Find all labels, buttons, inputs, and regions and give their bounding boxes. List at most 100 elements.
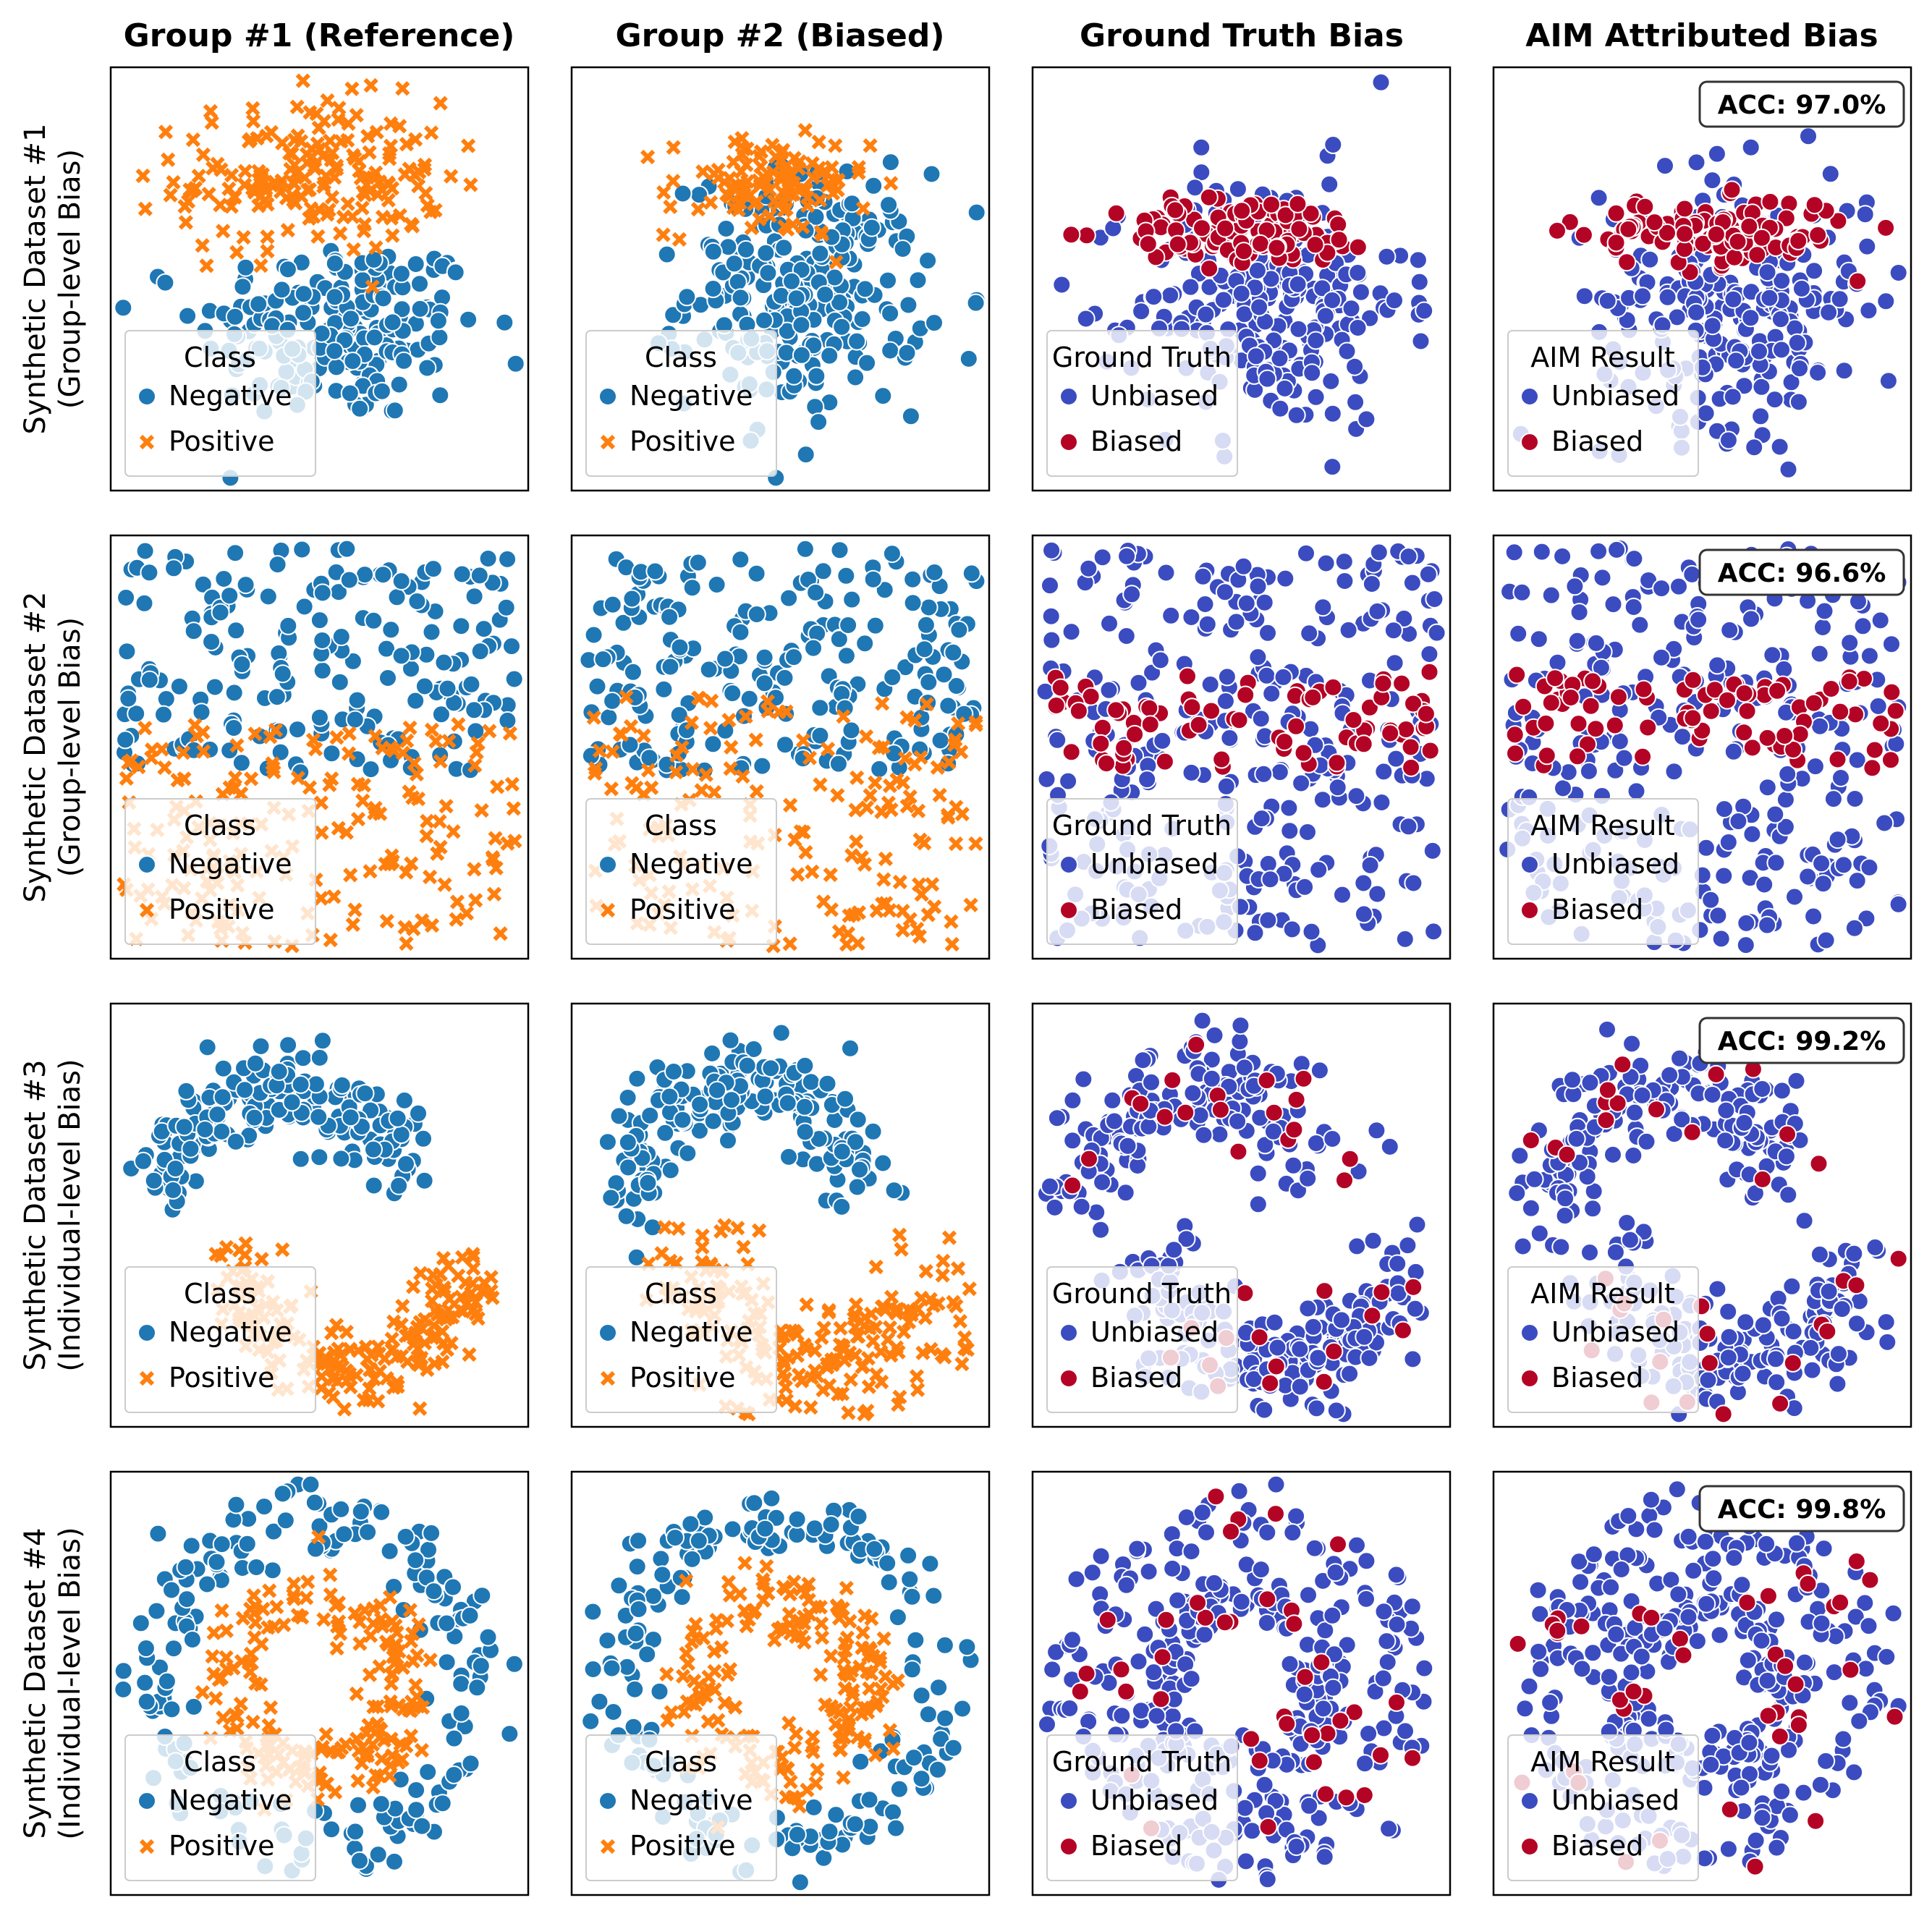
data-point-positive [185, 132, 201, 148]
data-point-negative [214, 569, 234, 588]
data-point-negative [737, 1056, 757, 1075]
data-point-biased [1294, 743, 1313, 763]
data-point-negative [792, 315, 811, 335]
column-titles: Group #1 (Reference) Group #2 (Biased) G… [124, 17, 1878, 54]
data-point-unbiased [1265, 1313, 1284, 1332]
data-point-unbiased [1689, 610, 1708, 629]
data-point-biased [1402, 758, 1421, 777]
data-point-positive [730, 1221, 745, 1236]
data-point-biased [1683, 670, 1703, 690]
data-point-unbiased [1741, 137, 1761, 157]
data-point-negative [418, 358, 437, 378]
data-point-positive [787, 1399, 803, 1414]
data-point-positive [253, 258, 268, 274]
data-point-negative [232, 753, 251, 773]
data-point-unbiased [1302, 922, 1321, 941]
data-point-unbiased [1555, 1206, 1575, 1226]
data-point-unbiased [1624, 549, 1644, 569]
data-point-unbiased [1696, 404, 1716, 423]
data-point-unbiased [1425, 590, 1444, 609]
data-point-negative [864, 176, 884, 195]
data-point-positive [913, 750, 928, 766]
data-point-unbiased [1333, 885, 1352, 904]
data-point-unbiased [1758, 778, 1777, 797]
data-point-positive [666, 140, 681, 155]
data-point-positive [914, 887, 929, 902]
data-point-unbiased [1889, 894, 1908, 914]
data-point-positive [213, 162, 229, 177]
data-point-positive [504, 776, 520, 792]
data-point-negative [394, 1090, 414, 1110]
data-point-positive [490, 779, 505, 794]
data-point-positive [465, 1250, 480, 1265]
legend-label-biased: Biased [1090, 1362, 1182, 1394]
data-point-positive [365, 1779, 381, 1795]
data-point-negative [154, 705, 173, 724]
data-point-biased [1114, 738, 1134, 758]
data-point-positive [352, 163, 367, 179]
data-point-unbiased [1598, 291, 1617, 310]
data-point-negative [761, 1059, 781, 1078]
data-point-biased [1106, 700, 1126, 720]
data-point-positive [245, 101, 260, 116]
data-point-positive [878, 851, 894, 867]
data-point-positive [399, 936, 414, 951]
data-point-negative [202, 632, 221, 651]
data-point-negative [883, 668, 902, 687]
data-point-negative [810, 698, 830, 718]
data-point-unbiased [1808, 363, 1828, 382]
data-point-positive [829, 255, 844, 270]
data-point-positive [266, 764, 281, 780]
data-point-positive [399, 137, 415, 152]
data-point-negative [736, 239, 755, 259]
data-point-positive [417, 161, 432, 177]
data-point-unbiased [1810, 1245, 1829, 1264]
data-point-positive [360, 129, 376, 144]
data-point-unbiased [1819, 302, 1839, 322]
data-point-positive [177, 199, 192, 214]
data-point-unbiased [1232, 284, 1251, 303]
data-point-unbiased [1878, 371, 1898, 391]
data-point-negative [716, 649, 735, 669]
data-point-unbiased [1181, 277, 1200, 297]
data-point-negative [465, 700, 484, 720]
legend-marker-positive [600, 434, 616, 450]
data-point-negative [755, 310, 774, 330]
data-point-negative [325, 254, 344, 274]
data-point-biased [1303, 687, 1323, 707]
data-point-positive [748, 732, 763, 747]
data-point-positive [224, 167, 240, 183]
data-point-negative [273, 1484, 292, 1504]
data-point-negative [269, 1062, 289, 1081]
data-point-unbiased [1724, 742, 1743, 761]
data-point-positive [326, 1371, 341, 1387]
data-point-positive [805, 170, 821, 185]
accuracy-badge: ACC: 97.0% [1698, 80, 1905, 128]
data-point-biased [1537, 746, 1556, 766]
data-point-unbiased [1624, 1146, 1643, 1165]
data-point-biased [1324, 1341, 1344, 1361]
data-point-negative [795, 1122, 815, 1142]
row-labels: Synthetic Dataset #1 (Group-level Bias)Sy… [19, 124, 87, 1840]
data-point-unbiased [1790, 359, 1809, 378]
data-point-negative [776, 735, 795, 755]
data-point-unbiased [1385, 653, 1404, 673]
row-label-2: Synthetic Dataset #2 (Group-level Bias) [19, 592, 87, 903]
data-point-negative [846, 368, 865, 387]
legend-title: AIM Result [1530, 810, 1674, 841]
data-point-unbiased [1696, 838, 1716, 857]
data-point-negative [863, 1122, 883, 1141]
data-point-unbiased [1362, 575, 1381, 593]
data-point-unbiased [1177, 1229, 1196, 1249]
data-point-positive [739, 157, 754, 172]
data-point-positive [936, 1253, 951, 1268]
data-point-unbiased [1363, 1231, 1383, 1250]
data-point-biased [1718, 690, 1737, 710]
data-point-positive [918, 1263, 933, 1279]
legend-marker-biased [1059, 901, 1078, 920]
data-point-biased [1062, 742, 1081, 762]
data-point-positive [891, 1397, 906, 1412]
data-point-negative [236, 575, 255, 595]
data-point-biased [1783, 1353, 1802, 1373]
